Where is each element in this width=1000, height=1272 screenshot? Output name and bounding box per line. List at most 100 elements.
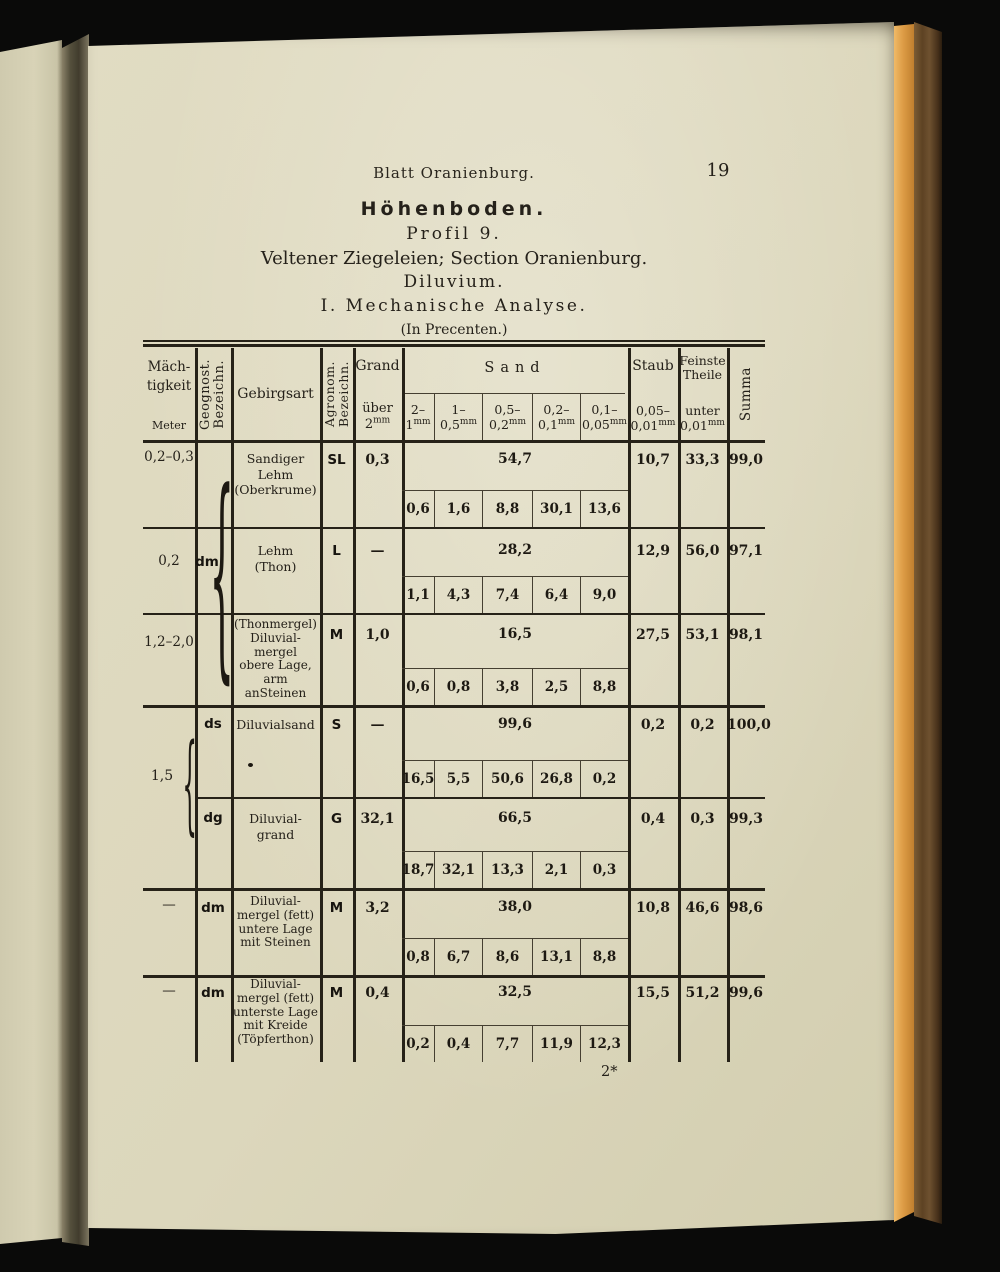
cell-agronom: L (332, 543, 341, 559)
cell-summa: 99,0 (728, 452, 764, 468)
cell-maechtigkeit: 0,2 (158, 553, 180, 569)
rule-row3-4 (143, 705, 765, 708)
sand-fractions: 0,2 0,4 7,7 11,9 12,3 (402, 1025, 628, 1062)
cell-sand-total: 66,5 (497, 810, 533, 826)
header-feinste-l2: Theile (682, 367, 723, 382)
fraction-cell: 0,6 (406, 679, 430, 695)
sand-fractions: 18,7 32,1 13,3 2,1 0,3 (402, 851, 628, 888)
cell-sand-total: 38,0 (497, 899, 533, 915)
cell-geognost: dm (201, 900, 225, 916)
running-header: Blatt Oranienburg. (373, 164, 535, 182)
cell-sand-total: 16,5 (497, 626, 533, 642)
cell-feinste: 0,2 (690, 717, 715, 733)
cell-feinste: 0,3 (690, 811, 715, 827)
fraction-cell: 16,5 (401, 771, 435, 787)
cell-maechtigkeit: 0,2–0,3 (144, 449, 194, 465)
header-maechtigkeit-l2: tigkeit (146, 378, 192, 394)
geognost-group-label: dm (195, 554, 219, 570)
header-sand-label: Sand (484, 360, 546, 376)
cell-gebirgsart: Diluvialsand (236, 717, 315, 732)
fraction-cell: 8,8 (580, 669, 628, 705)
header-feinste-l1: Feinste (679, 353, 726, 368)
header-grand-size: 2 (364, 417, 374, 432)
fraction-cell: 0,8 (434, 669, 482, 705)
cell-geognost: dg (203, 810, 223, 826)
signature-mark: 2* (601, 1064, 618, 1080)
sand-fractions: 0,6 1,6 8,8 30,1 13,6 (402, 490, 628, 527)
cell-agronom: G (330, 811, 343, 827)
cell-staub: 0,4 (640, 811, 666, 827)
cell-feinste: 53,1 (685, 627, 720, 643)
rule-row2-3 (143, 613, 765, 615)
rule-header-bottom (143, 440, 765, 443)
sand-fractions: 0,8 6,7 8,6 13,1 8,8 (402, 938, 628, 975)
fraction-cell: 32,1 (434, 852, 482, 888)
fraction-cell: 3,8 (482, 669, 532, 705)
header-maechtigkeit: Mäch- tigkeit Meter (143, 348, 195, 440)
cell-maechtigkeit: — (162, 983, 176, 999)
header-grand-l2: über (362, 401, 393, 416)
rule-row4-5 (195, 797, 765, 799)
fraction-cell: 0,4 (434, 1026, 482, 1062)
fraction-cell: 8,8 (482, 491, 532, 527)
cell-gebirgsart: Diluvial-grand (249, 811, 302, 842)
sand-fractions: 1,1 4,3 7,4 6,4 9,0 (402, 576, 628, 613)
fraction-cell: 7,4 (482, 577, 532, 613)
cell-grand: 0,4 (365, 985, 390, 1001)
book-cover-spine (914, 22, 942, 1224)
cell-grand: 3,2 (365, 900, 390, 916)
cell-grand: 0,3 (365, 452, 390, 468)
cell-gebirgsart: (Thonmergel) Diluvial-mergel obere Lage, ar… (234, 617, 317, 700)
title-profil: Profil 9. (406, 224, 502, 244)
cell-gebirgsart: Diluvial-mergel (fett) unterste Lage mit K… (233, 977, 318, 1047)
fraction-cell: 1,6 (434, 491, 482, 527)
cell-feinste: 51,2 (685, 985, 720, 1001)
fraction-cell: 30,1 (532, 491, 580, 527)
header-agronom-l1: Agronom. (321, 361, 337, 427)
cell-summa: 99,3 (728, 811, 764, 827)
cell-grand: — (370, 543, 385, 559)
cell-gebirgsart: Sandiger Lehm (Oberkrume) (234, 451, 317, 497)
table-row-7: — dm Diluvial-mergel (fett) unterste Lage… (143, 975, 765, 1062)
fraction-cell: 13,6 (580, 491, 628, 527)
table-header: Mäch- tigkeit Meter Geognost. Bezeichn. … (143, 348, 765, 440)
cell-agronom: S (331, 717, 342, 733)
cell-geognost: dm (201, 985, 225, 1001)
header-summa: Summa (727, 348, 765, 440)
fraction-cell: 50,6 (482, 761, 532, 797)
header-feinste-l3: unter (685, 403, 720, 418)
fraction-cell: 2,5 (532, 669, 580, 705)
header-summa-label: Summa (738, 366, 754, 422)
cell-sand-total: 99,6 (497, 716, 533, 732)
sand-subheader-1: 2– 1mm (405, 402, 431, 432)
page-number: 19 (706, 160, 730, 181)
geognost-group-brace: { (209, 447, 235, 705)
cell-grand: — (370, 717, 385, 733)
cell-sand-total: 32,5 (497, 984, 533, 1000)
book-gutter (62, 34, 89, 1246)
header-feinste: Feinste Theile unter 0,01mm (679, 353, 726, 433)
fraction-cell: 0,2 (406, 1036, 430, 1052)
fraction-cell: 8,8 (580, 939, 628, 975)
fraction-cell: 5,5 (434, 761, 482, 797)
fraction-cell: 8,6 (482, 939, 532, 975)
header-geognost-l2: Bezeichn. (212, 359, 227, 429)
cell-feinste: 46,6 (685, 900, 720, 916)
title-section: I. Mechanische Analyse. (320, 296, 588, 316)
fraction-cell: 13,1 (532, 939, 580, 975)
cell-maechtigkeit: 1,2–2,0 (144, 634, 194, 650)
header-geognost: Geognost. Bezeichn. (195, 348, 231, 440)
fraction-cell: 0,8 (406, 949, 430, 965)
cell-summa: 98,6 (728, 900, 764, 916)
cell-staub: 27,5 (635, 627, 671, 643)
book-page: Blatt Oranienburg. 19 Höhenboden. Profil… (88, 22, 894, 1234)
header-grand: Grand über 2mm (353, 348, 402, 440)
sand-subheader-3: 0,5– 0,2mm (482, 394, 532, 440)
cell-agronom: SL (327, 452, 346, 468)
rule-row6-7 (143, 975, 765, 978)
rule-row1-2 (143, 527, 765, 529)
cell-agronom: M (329, 900, 344, 916)
title-formation: Diluvium. (403, 272, 505, 292)
fraction-cell: 7,7 (482, 1026, 532, 1062)
fraction-cell: 1,1 (406, 587, 430, 603)
